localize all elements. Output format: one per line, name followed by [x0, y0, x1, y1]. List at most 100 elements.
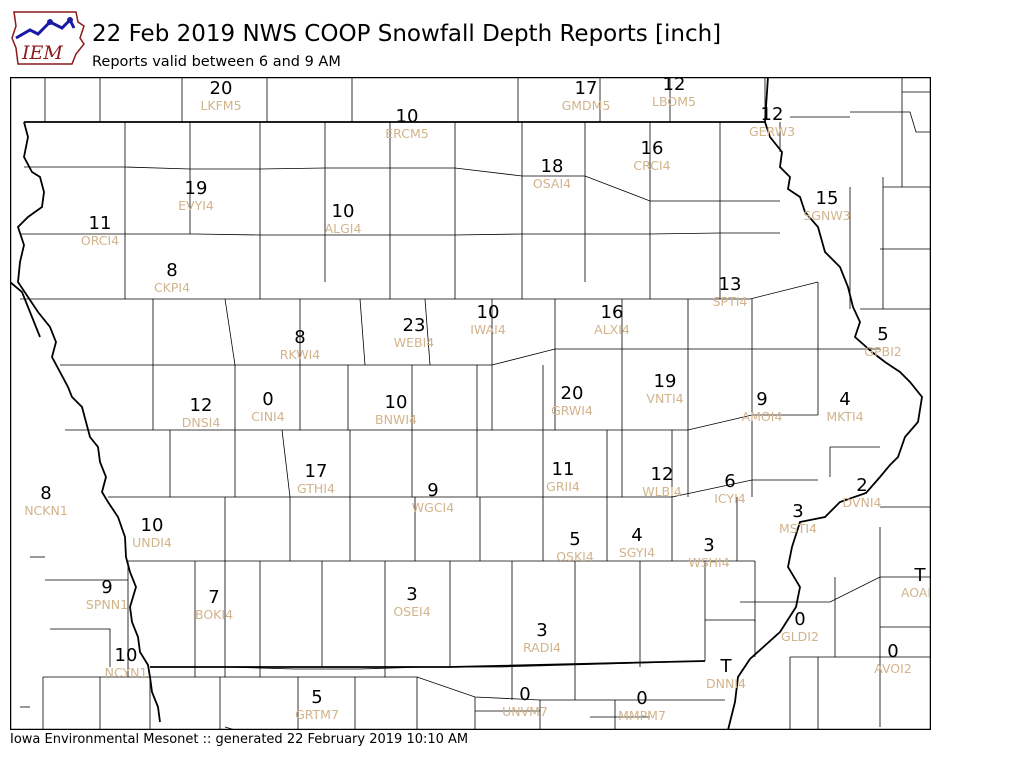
snow-depth-value: 11: [89, 213, 112, 234]
map-subtitle: Reports valid between 6 and 9 AM: [92, 54, 341, 70]
snow-depth-value: 3: [792, 501, 803, 522]
station-id-label: ORCI4: [81, 233, 119, 248]
station-reports: 20LKFM517GMDM512LBOM510ERCM512GERW316CRC…: [24, 77, 931, 723]
snow-depth-value: 3: [406, 584, 417, 605]
station-id-label: RKWI4: [280, 347, 320, 362]
snow-depth-value: 3: [703, 535, 714, 556]
station-id-label: OSAI4: [533, 176, 571, 191]
station-id-label: OSEI4: [393, 604, 430, 619]
station-id-label: GRII4: [546, 479, 580, 494]
station-id-label: SGNW3: [803, 208, 850, 223]
station-id-label: SPNN1: [86, 597, 128, 612]
station-id-label: GPBI2: [864, 344, 901, 359]
snow-depth-value: 23: [403, 315, 426, 336]
snow-depth-value: 10: [332, 201, 355, 222]
snow-depth-value: 10: [115, 645, 138, 666]
station-id-label: DNSI4: [182, 415, 221, 430]
station-id-label: CKPI4: [154, 280, 190, 295]
station-id-label: DNNI4: [706, 676, 746, 691]
snow-depth-value: 10: [477, 302, 500, 323]
station-id-label: MMPM7: [618, 708, 666, 723]
station-id-label: MKTI4: [826, 409, 863, 424]
snow-depth-value: 0: [519, 684, 530, 705]
snow-depth-value: 0: [794, 609, 805, 630]
station-id-label: MSTI4: [779, 521, 817, 536]
station-id-label: WSHI4: [688, 555, 729, 570]
snow-depth-value: 3: [536, 620, 547, 641]
station-id-label: WLBI4: [642, 484, 682, 499]
station-id-label: ALXI4: [594, 322, 630, 337]
station-id-label: DVNI4: [843, 495, 882, 510]
snow-depth-value: 0: [887, 641, 898, 662]
station-id-label: CRCI4: [633, 158, 670, 173]
station-id-label: SGYI4: [619, 545, 655, 560]
station-id-label: NCKN1: [24, 503, 68, 518]
snow-depth-value: 19: [654, 371, 677, 392]
station-id-label: ERCM5: [385, 126, 428, 141]
station-id-label: IWAI4: [470, 322, 506, 337]
snow-depth-value: 16: [641, 138, 664, 159]
snow-depth-value: 6: [724, 471, 735, 492]
snow-depth-value: 17: [305, 461, 328, 482]
snow-depth-value: T: [720, 656, 733, 677]
map-frame: [10, 77, 931, 730]
svg-text:IEM: IEM: [21, 42, 63, 64]
county-boundaries: [20, 77, 931, 730]
snow-depth-value: 4: [631, 525, 642, 546]
snow-depth-value: T: [914, 565, 927, 586]
station-id-label: ICYI4: [714, 491, 746, 506]
snow-depth-value: 8: [294, 327, 305, 348]
snow-depth-value: 12: [663, 77, 686, 95]
snow-depth-value: 18: [541, 156, 564, 177]
map-canvas: 20LKFM517GMDM512LBOM510ERCM512GERW316CRC…: [10, 77, 931, 730]
station-id-label: AVOI2: [874, 661, 912, 676]
snow-depth-value: 17: [575, 78, 598, 99]
station-id-label: UNDI4: [132, 535, 172, 550]
station-id-label: OSKI4: [556, 549, 594, 564]
station-id-label: WGCI4: [412, 500, 454, 515]
station-id-label: AMOI4: [742, 409, 783, 424]
station-id-label: SPTI4: [713, 294, 748, 309]
snow-depth-value: 0: [262, 389, 273, 410]
snowfall-map: 20 LKFM5 17 GMDM5 12 LBOM5 10 ERCM5 12 GERW3 16 CRC…: [10, 77, 931, 730]
iem-logo: IEM: [11, 11, 85, 65]
snow-depth-value: 8: [166, 260, 177, 281]
map-title: 22 Feb 2019 NWS COOP Snowfall Depth Repo…: [92, 21, 722, 47]
snow-depth-value: 0: [636, 688, 647, 709]
snow-depth-value: 20: [561, 383, 584, 404]
station-aoai2: TAOAI2: [901, 565, 931, 600]
snow-depth-value: 13: [719, 274, 742, 295]
state-boundaries: [10, 77, 923, 730]
station-id-label: NCYN1: [105, 665, 148, 680]
snow-depth-value: 12: [651, 464, 674, 485]
